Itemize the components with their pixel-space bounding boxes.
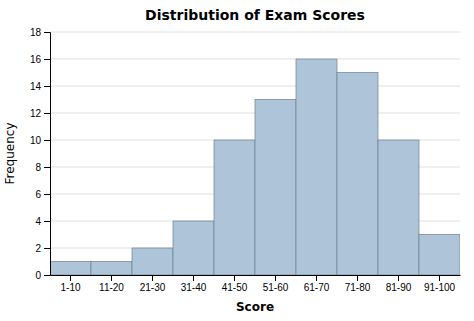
chart-svg: 1-10 11-20 21-30 31-40 41-50 51-60 61-70 71-80 8…: [0, 0, 474, 321]
bars: [50, 59, 460, 275]
title: Distribution of Exam Scores: [145, 7, 365, 23]
x-tick-label: 21-30: [140, 282, 166, 293]
y-tick: 10: [30, 135, 50, 146]
y-axis-title: Frequency: [3, 123, 17, 185]
grid: [50, 32, 460, 275]
y-tick-label: 2: [35, 243, 41, 254]
y-axis-domain: [44, 33, 51, 276]
y-tick-mark: [44, 221, 50, 222]
x-tick-mark: [439, 275, 440, 281]
bar: [255, 100, 296, 276]
x-tick-mark: [234, 275, 235, 281]
chart-container: 1-10 11-20 21-30 31-40 41-50 51-60 61-70 71-80 8…: [0, 0, 474, 321]
bar: [214, 140, 255, 275]
grid-line: [50, 86, 460, 87]
x-tick-label: 51-60: [263, 282, 289, 293]
y-tick: 18: [30, 27, 50, 38]
x-tick-mark: [152, 275, 153, 281]
bar: [91, 262, 132, 276]
x-tick: 51-60: [263, 275, 289, 293]
x-tick-label: 1-10: [60, 282, 80, 293]
y-axis: 0 2 4 6 8 10 12 14 16 18: [30, 27, 51, 281]
y-tick-label: 6: [35, 189, 41, 200]
y-tick-mark: [44, 275, 50, 276]
x-tick-mark: [111, 275, 112, 281]
y-tick: 2: [35, 243, 50, 254]
y-tick-mark: [44, 167, 50, 168]
x-tick-label: 81-90: [386, 282, 412, 293]
y-tick-label: 12: [30, 108, 42, 119]
bar: [132, 248, 173, 275]
x-tick-mark: [275, 275, 276, 281]
y-tick-mark: [44, 140, 50, 141]
bar: [419, 235, 460, 276]
x-tick-label: 61-70: [304, 282, 330, 293]
x-tick: 31-40: [181, 275, 207, 293]
x-tick-label: 31-40: [181, 282, 207, 293]
grid-line: [50, 32, 460, 33]
x-tick-mark: [70, 275, 71, 281]
x-tick-label: 41-50: [222, 282, 248, 293]
x-tick-mark: [316, 275, 317, 281]
x-tick-label: 91-100: [424, 282, 456, 293]
y-tick: 6: [35, 189, 50, 200]
grid-line: [50, 59, 460, 60]
x-tick: 91-100: [424, 275, 456, 293]
x-tick-label: 71-80: [345, 282, 371, 293]
y-tick-mark: [44, 32, 50, 33]
y-tick-label: 4: [35, 216, 41, 227]
y-tick: 14: [30, 81, 50, 92]
x-axis: 1-10 11-20 21-30 31-40 41-50 51-60 61-70 71-80 8…: [51, 275, 461, 293]
x-axis-title: Score: [236, 300, 274, 314]
x-tick: 11-20: [99, 275, 124, 293]
y-tick: 0: [35, 270, 50, 281]
y-tick-label: 18: [30, 27, 42, 38]
x-tick-mark: [398, 275, 399, 281]
x-tick: 81-90: [386, 275, 412, 293]
x-tick: 1-10: [60, 275, 80, 293]
y-tick-mark: [44, 194, 50, 195]
x-tick-mark: [357, 275, 358, 281]
y-tick-mark: [44, 59, 50, 60]
y-tick-label: 14: [30, 81, 42, 92]
bar: [296, 59, 337, 275]
y-tick: 4: [35, 216, 50, 227]
y-tick: 12: [30, 108, 50, 119]
y-tick-label: 16: [30, 54, 42, 65]
bar: [173, 221, 214, 275]
plot: 1-10 11-20 21-30 31-40 41-50 51-60 61-70 71-80 8…: [30, 27, 461, 293]
y-tick-mark: [44, 113, 50, 114]
y-tick-label: 10: [30, 135, 42, 146]
x-tick: 21-30: [140, 275, 166, 293]
bar: [337, 73, 378, 276]
bar: [378, 140, 419, 275]
y-tick: 16: [30, 54, 50, 65]
x-tick: 71-80: [345, 275, 371, 293]
x-tick-label: 11-20: [99, 282, 124, 293]
y-tick-mark: [44, 248, 50, 249]
y-tick-label: 0: [35, 270, 41, 281]
x-tick: 41-50: [222, 275, 248, 293]
x-tick: 61-70: [304, 275, 330, 293]
x-tick-mark: [193, 275, 194, 281]
y-tick: 8: [35, 162, 50, 173]
y-tick-label: 8: [35, 162, 41, 173]
y-tick-mark: [44, 86, 50, 87]
bar: [50, 262, 91, 276]
